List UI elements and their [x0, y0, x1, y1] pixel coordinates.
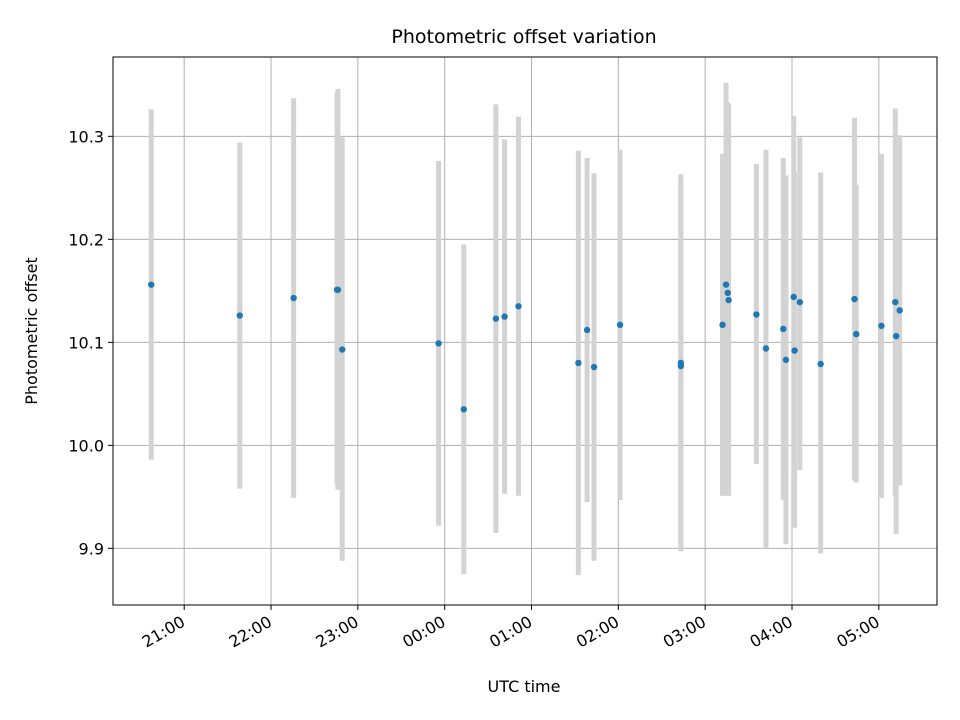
data-point: [796, 298, 804, 306]
data-point: [575, 359, 582, 367]
data-point: [853, 330, 860, 338]
data-point: [334, 286, 342, 293]
y-tick-label: 9.9: [79, 539, 104, 558]
data-point: [583, 326, 591, 334]
data-point: [515, 303, 522, 310]
y-tick-label: 10.2: [68, 230, 104, 249]
data-point: [892, 332, 900, 340]
data-point: [896, 307, 903, 314]
data-point: [719, 321, 726, 329]
data-point: [878, 322, 885, 330]
data-point: [851, 295, 858, 303]
y-axis-ticks: 9.9 10.0 10.1 10.2 10.3: [68, 127, 113, 558]
data-points: [148, 281, 903, 413]
y-axis-label: Photometric offset: [22, 257, 41, 405]
plot-frame: [112, 56, 938, 606]
data-point: [782, 356, 790, 364]
data-point: [590, 363, 598, 371]
chart-title: Photometric offset variation: [391, 26, 656, 48]
data-point: [780, 325, 787, 333]
data-point: [724, 289, 731, 297]
data-point: [791, 347, 798, 354]
data-point: [762, 345, 770, 352]
data-point: [492, 315, 500, 322]
data-point: [501, 313, 508, 320]
data-point: [435, 340, 442, 347]
data-point: [148, 281, 155, 288]
data-point: [677, 359, 685, 367]
data-point: [722, 281, 730, 288]
data-point: [339, 346, 346, 353]
y-tick-label: 10.0: [68, 436, 104, 455]
data-point: [460, 406, 467, 413]
x-axis-label: UTC time: [488, 677, 561, 696]
data-point: [616, 321, 624, 329]
data-point: [790, 293, 797, 301]
data-point: [725, 296, 732, 304]
data-point: [817, 360, 824, 368]
data-point: [892, 298, 899, 306]
y-tick-label: 10.1: [68, 333, 104, 352]
y-tick-label: 10.3: [68, 127, 104, 146]
data-point: [236, 312, 243, 319]
data-point: [290, 294, 297, 302]
data-point: [753, 311, 760, 318]
